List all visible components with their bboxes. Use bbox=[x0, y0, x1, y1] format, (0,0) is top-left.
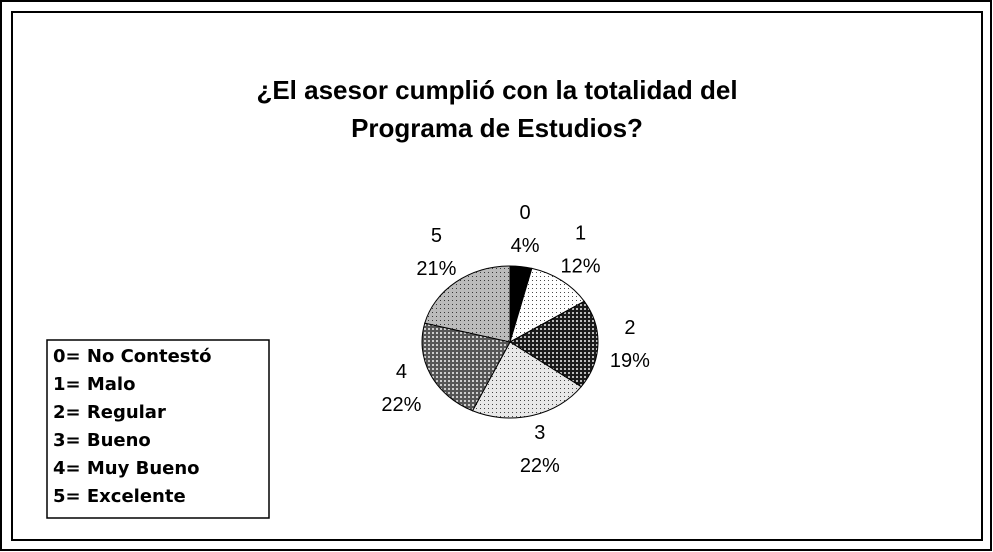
slice-value-label: 22% bbox=[520, 455, 560, 477]
slice-category: 0 bbox=[519, 202, 530, 224]
legend-entry: 1= Malo bbox=[53, 374, 135, 395]
slice-category: 1 bbox=[575, 223, 586, 245]
legend-entry: 0= No Contestó bbox=[53, 346, 211, 367]
pie-slice bbox=[424, 265, 511, 343]
slice-value-label: 12% bbox=[561, 256, 601, 278]
legend-box bbox=[46, 339, 270, 519]
legend-entry: 5= Excelente bbox=[53, 486, 186, 507]
slice-value-label: 19% bbox=[610, 350, 650, 372]
slice-category: 2 bbox=[624, 317, 635, 339]
slice-category: 4 bbox=[396, 361, 407, 383]
pie-slice bbox=[509, 267, 586, 344]
slice-value-label: 21% bbox=[416, 258, 456, 280]
chart-title: Programa de Estudios? bbox=[351, 113, 643, 143]
slice-value-label: 4% bbox=[511, 235, 540, 257]
pie-slice bbox=[509, 300, 599, 388]
chart-frame bbox=[11, 11, 983, 541]
legend-entry: 2= Regular bbox=[53, 402, 166, 423]
legend-entry: 3= Bueno bbox=[53, 430, 151, 451]
chart-title: ¿El asesor cumplió con la totalidad del bbox=[256, 75, 737, 105]
slice-value-label: 22% bbox=[381, 394, 421, 416]
slice-category: 3 bbox=[534, 422, 545, 444]
legend-entry: 4= Muy Bueno bbox=[53, 458, 200, 479]
slice-category: 5 bbox=[431, 225, 442, 247]
pie-slice bbox=[421, 322, 511, 412]
